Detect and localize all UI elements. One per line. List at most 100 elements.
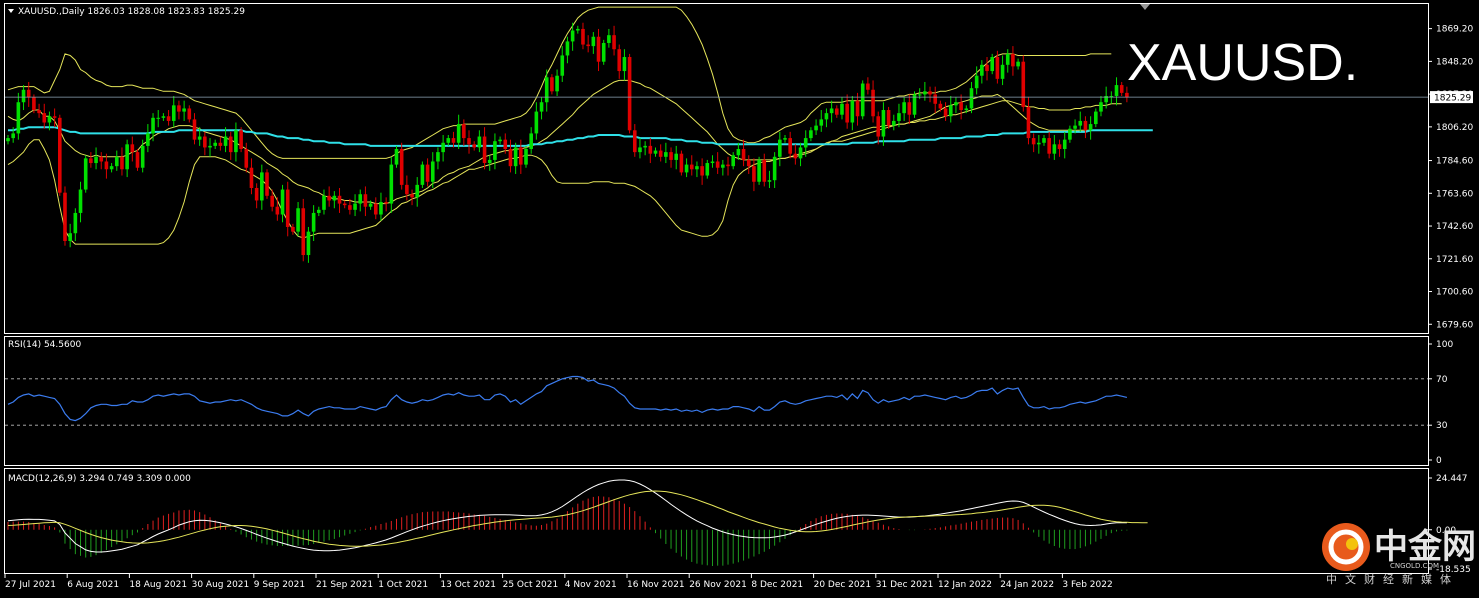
candle xyxy=(16,92,21,140)
logo-name: 中金网 xyxy=(1374,527,1476,567)
candle-body xyxy=(125,144,129,170)
candle xyxy=(845,94,849,129)
candle-body xyxy=(721,164,725,168)
chart-menu-triangle-icon[interactable] xyxy=(8,9,14,13)
candle-body xyxy=(995,57,1000,79)
candle-body xyxy=(503,139,508,150)
candle xyxy=(1078,111,1083,132)
candle-body xyxy=(855,100,860,117)
logo-tagline: 中文财经新媒体 xyxy=(1326,572,1459,586)
candle xyxy=(1026,97,1031,145)
candle xyxy=(513,142,518,174)
macd-axis: 24.447 0.00 -18.535 xyxy=(1428,474,1471,575)
candle-body xyxy=(969,88,974,109)
price-tick-label: 1806.20 xyxy=(1436,123,1473,133)
candle-body xyxy=(348,205,352,210)
candle xyxy=(980,60,984,84)
price-tick-label: 1763.60 xyxy=(1436,189,1473,199)
candle xyxy=(58,114,62,196)
candle-body xyxy=(1104,95,1108,103)
candle-body xyxy=(63,192,67,242)
rsi-panel[interactable] xyxy=(4,336,1429,466)
candle-body xyxy=(529,133,533,150)
candle xyxy=(472,141,476,151)
candle-body xyxy=(1021,61,1026,107)
candle-body xyxy=(814,125,818,131)
candle xyxy=(234,122,238,162)
candle xyxy=(866,77,870,95)
macd-tick-label: 0.00 xyxy=(1436,526,1456,536)
candle xyxy=(1005,49,1010,73)
macd-panel[interactable] xyxy=(4,468,1429,574)
candle xyxy=(886,106,891,129)
candle xyxy=(1068,125,1072,143)
candle-body xyxy=(1094,111,1098,125)
candle-body xyxy=(477,136,482,148)
candle-body xyxy=(1005,53,1010,65)
candle-body xyxy=(664,152,668,157)
candle-body xyxy=(306,231,311,256)
candle xyxy=(1062,131,1067,159)
candle-body xyxy=(389,164,394,204)
candle xyxy=(555,69,559,96)
candle-body xyxy=(860,83,865,117)
candle-body xyxy=(985,64,989,72)
candle-body xyxy=(78,189,83,213)
candle-body xyxy=(809,130,813,139)
candle xyxy=(974,66,979,95)
price-axis: 1869.201848.201827.201806.201784.601763.… xyxy=(1428,25,1473,330)
candle xyxy=(384,197,388,212)
date-tick-label: 3 Feb 2022 xyxy=(1062,580,1112,590)
candle xyxy=(451,131,456,148)
candle-body xyxy=(265,172,269,196)
candle-body xyxy=(166,116,171,121)
candle-body xyxy=(399,149,404,185)
candle-body xyxy=(436,152,440,162)
candle-body xyxy=(1114,85,1119,96)
candle xyxy=(208,138,212,157)
chart-shift-triangle-icon[interactable] xyxy=(1140,4,1150,10)
candle xyxy=(114,150,119,171)
candle-body xyxy=(487,159,492,164)
price-panel[interactable] xyxy=(4,3,1429,334)
candle xyxy=(835,105,839,118)
candle-body xyxy=(762,159,767,182)
candle xyxy=(783,134,787,143)
candle-body xyxy=(135,152,140,168)
candle xyxy=(534,102,539,140)
candle-body xyxy=(462,124,466,139)
candle xyxy=(399,142,404,190)
candle xyxy=(446,134,451,146)
candle-body xyxy=(638,147,642,153)
date-tick-label: 20 Dec 2021 xyxy=(814,580,872,590)
candle-body xyxy=(249,167,254,188)
candle xyxy=(296,202,300,237)
candle xyxy=(840,97,844,120)
candle-body xyxy=(342,203,347,206)
macd-title: MACD(12,26,9) 3.294 0.749 3.309 0.000 xyxy=(8,474,191,484)
candle-body xyxy=(223,136,228,146)
candle-body xyxy=(6,138,10,142)
candle xyxy=(342,200,347,209)
candle xyxy=(52,108,57,128)
candle xyxy=(648,138,653,164)
candle xyxy=(539,97,544,120)
candle xyxy=(1052,134,1057,160)
candle xyxy=(705,159,710,179)
candle-body xyxy=(467,138,471,145)
candle xyxy=(1011,46,1015,76)
candle-body xyxy=(954,102,958,106)
candle xyxy=(285,181,290,237)
candle xyxy=(135,149,140,171)
candle-body xyxy=(1073,125,1077,129)
candle-body xyxy=(684,164,689,173)
candle-body xyxy=(835,108,839,115)
candle-body xyxy=(948,105,953,117)
candle xyxy=(612,25,616,56)
candle xyxy=(519,139,523,174)
candle xyxy=(778,131,782,167)
candle xyxy=(487,155,492,171)
candle xyxy=(824,108,829,128)
candle-body xyxy=(327,195,331,201)
